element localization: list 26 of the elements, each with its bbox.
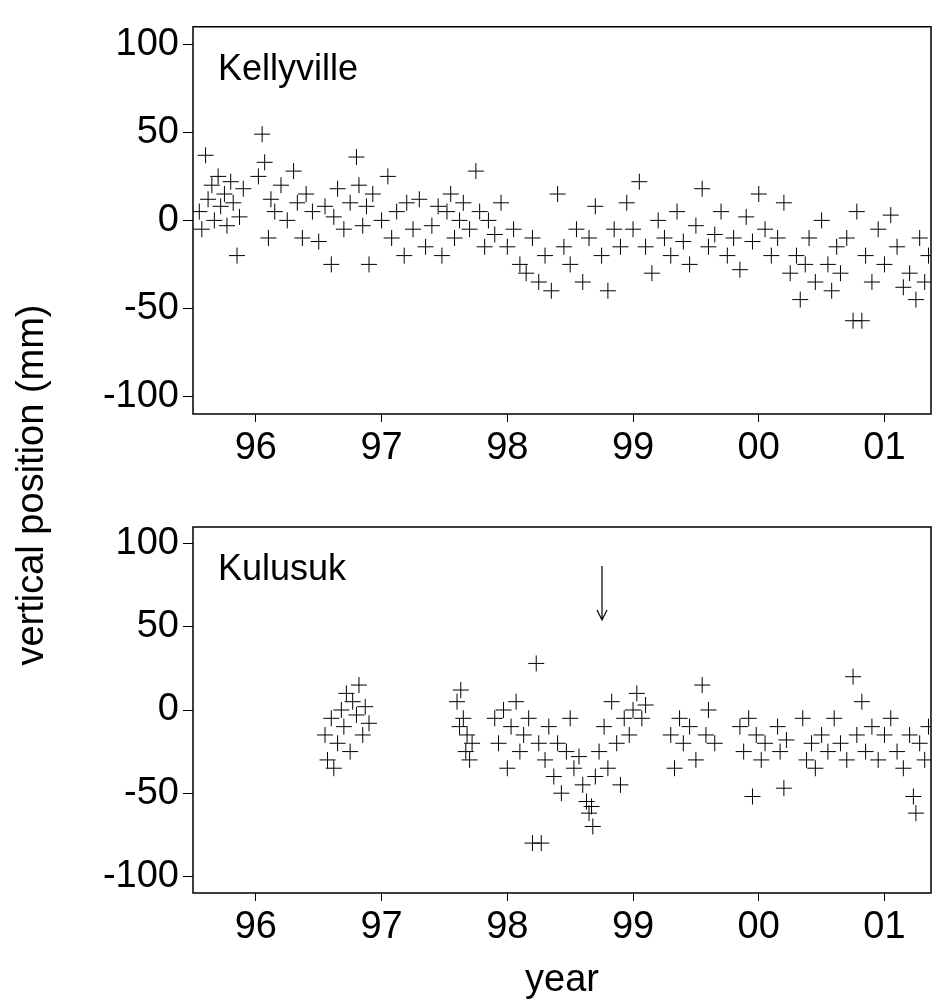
y-tick-label: 100 — [115, 520, 179, 563]
y-tick-label: -100 — [102, 852, 179, 895]
x-axis-title: year — [525, 956, 600, 999]
x-tick-label: 99 — [611, 425, 655, 468]
x-tick-label: 01 — [863, 904, 906, 947]
text: Kellyville — [218, 46, 359, 88]
y-tick-label: -100 — [102, 372, 179, 415]
x-tick-label: 98 — [486, 904, 529, 947]
y-axis-title: vertical position (mm) — [8, 303, 52, 668]
y-tick-label: 50 — [136, 603, 179, 646]
x-tick-label: 97 — [360, 904, 403, 947]
x-tick-label: 01 — [863, 425, 906, 468]
x-tick-label: 00 — [737, 904, 780, 947]
x-tick-label: 99 — [611, 904, 655, 947]
x-tick-label: 97 — [360, 425, 403, 468]
x-tick-label: 98 — [486, 425, 529, 468]
x-tick-label: 00 — [737, 425, 780, 468]
text: Kulusuk — [218, 546, 348, 588]
y-tick-label: -50 — [124, 769, 179, 812]
y-tick-label: 0 — [157, 686, 179, 729]
x-tick-label: 96 — [234, 425, 277, 468]
y-tick-label: 50 — [136, 108, 179, 151]
x-tick-label: 96 — [234, 904, 277, 947]
y-tick-label: 100 — [115, 20, 179, 63]
y-tick-label: 0 — [157, 196, 179, 239]
y-tick-label: -50 — [124, 284, 179, 327]
